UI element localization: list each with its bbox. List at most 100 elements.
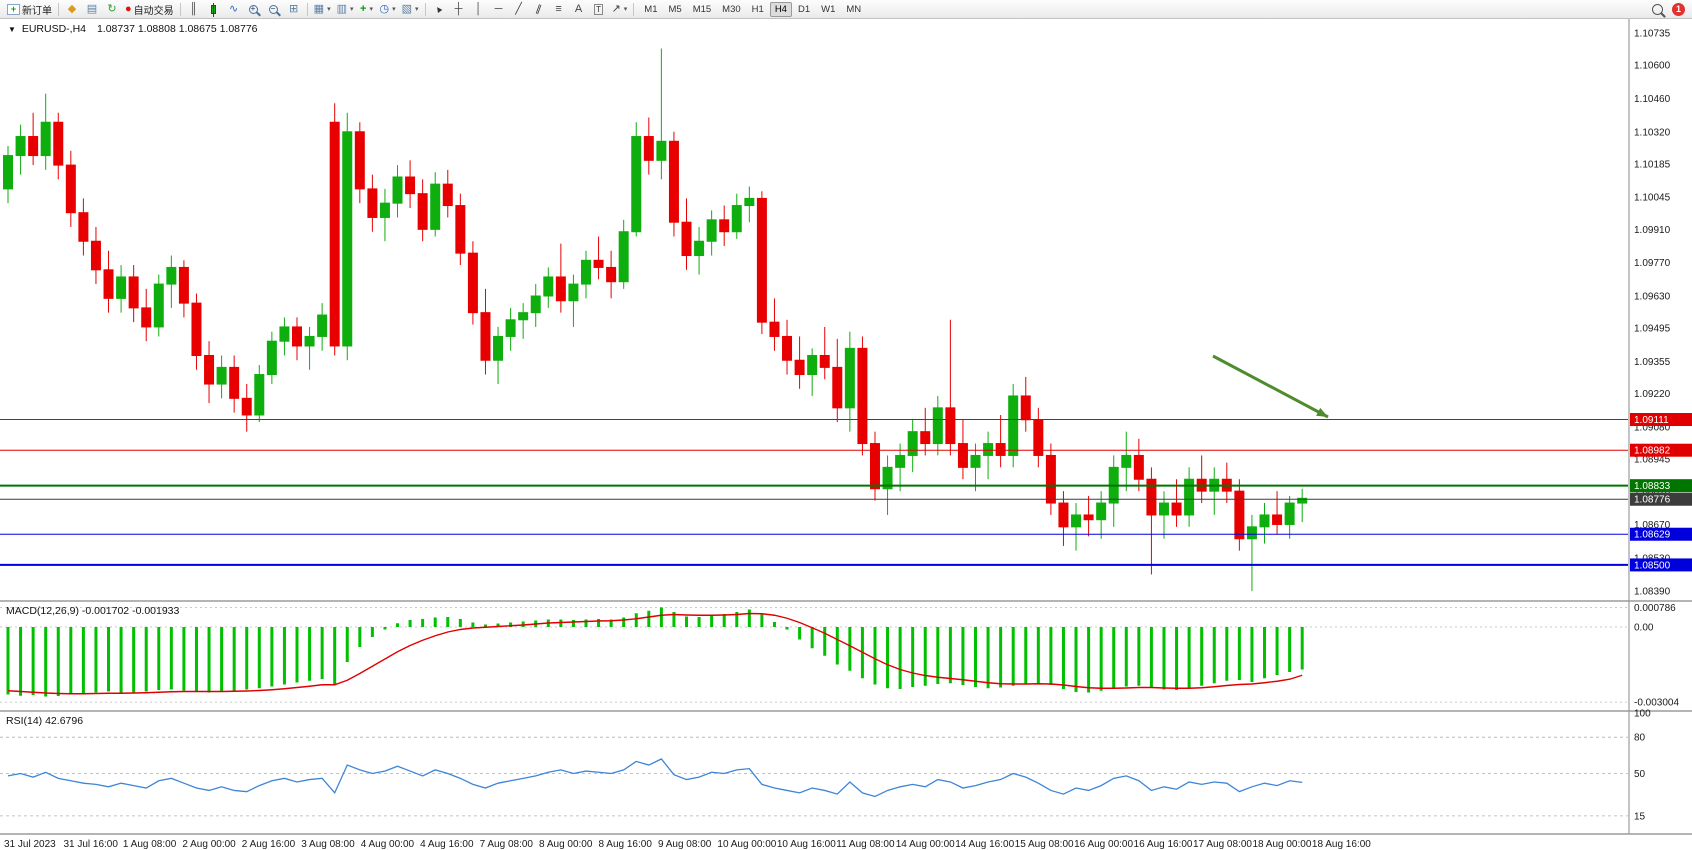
new-order-label: 新订单 (22, 5, 52, 17)
candle-body (266, 340, 277, 376)
candle-body (555, 276, 566, 302)
trend-arrow-annotation[interactable] (1212, 354, 1329, 419)
print-button[interactable]: ▤ (82, 1, 102, 18)
timeframe-m30-button[interactable]: M30 (722, 3, 741, 15)
notification-badge[interactable]: 1 (1672, 2, 1685, 16)
symbol-collapse-icon[interactable]: ▼ (8, 25, 16, 34)
timeframe-w1-button[interactable]: W1 (821, 3, 836, 15)
price-badge-label: 1.08833 (1634, 481, 1671, 492)
channel-button[interactable]: ∥ (529, 1, 549, 18)
svg-text:1.10045: 1.10045 (1634, 193, 1671, 204)
candle-body (430, 183, 441, 230)
timeframe-h1-button[interactable]: H1 (751, 3, 764, 15)
crosshair-button[interactable]: ┼ (449, 1, 469, 18)
svg-text:14 Aug 16:00: 14 Aug 16:00 (955, 839, 1014, 850)
fibonacci-button[interactable]: ≡ (549, 1, 569, 18)
toolbar-separator (179, 2, 181, 16)
candle-body (191, 302, 202, 356)
new-order-button[interactable]: + 新订单 (4, 1, 55, 18)
candle-body (417, 193, 428, 230)
candle-body (367, 188, 378, 218)
candle-body (493, 335, 504, 361)
candle-body (1297, 497, 1308, 504)
candle-body (995, 443, 1006, 456)
candle-body (480, 312, 491, 361)
refresh-button[interactable]: ↻ (102, 1, 122, 18)
timeframe-m5-button[interactable]: M5 (668, 3, 682, 15)
zoom-in-icon: + (249, 4, 259, 14)
candle-body (1096, 502, 1107, 521)
candle-body (229, 366, 240, 399)
candle-body (819, 354, 830, 368)
timeframe-mn-button[interactable]: MN (846, 3, 862, 15)
time-axis[interactable]: 31 Jul 2023 31 Jul 16:00 1 Aug 08:00 2 Aug … (4, 839, 1371, 850)
indicators-icon: + (360, 2, 367, 15)
text-tool-button[interactable]: A (569, 1, 589, 18)
candle-body (1045, 454, 1056, 504)
line-chart-icon: ∿ (229, 2, 239, 15)
trendline-button[interactable]: ╱ (509, 1, 529, 18)
zoom-out-button[interactable]: − (264, 1, 284, 18)
svg-text:7 Aug 08:00: 7 Aug 08:00 (480, 839, 534, 850)
candle-body (606, 266, 617, 283)
timeframe-d1-button[interactable]: D1 (797, 3, 811, 15)
line-chart-button[interactable]: ∿ (224, 1, 244, 18)
candle-body (832, 366, 843, 409)
svg-text:4 Aug 16:00: 4 Aug 16:00 (420, 839, 474, 850)
candle-body (769, 321, 780, 337)
channel-icon: ∥ (534, 2, 543, 16)
price-badge-label: 1.09111 (1634, 415, 1669, 426)
candle-body (505, 319, 516, 337)
toolbar-separator (306, 2, 308, 16)
candle-body (568, 283, 579, 302)
candle-body (983, 443, 994, 456)
svg-text:1.08945: 1.08945 (1634, 455, 1671, 466)
autotrading-button[interactable]: ● 自动交易 (122, 1, 177, 18)
metaeditor-button[interactable]: ◆ (62, 1, 82, 18)
candle-body (317, 314, 328, 337)
templates-button[interactable]: ▧ ▾ (399, 1, 422, 18)
trendline-icon: ╱ (515, 2, 522, 15)
periods-button[interactable]: ◷ ▾ (377, 1, 399, 18)
search-icon[interactable] (1652, 3, 1663, 15)
autotrading-label: 自动交易 (133, 5, 174, 17)
timeframe-m15-button[interactable]: M15 (692, 3, 712, 15)
candlestick-button[interactable] (204, 1, 224, 18)
svg-text:1.09910: 1.09910 (1634, 225, 1671, 236)
profiles-button[interactable]: ▥ ▾ (334, 1, 357, 18)
candle-body (405, 176, 416, 195)
price-badge (1630, 413, 1692, 427)
indicators-button[interactable]: + ▾ (357, 1, 377, 18)
zoom-in-button[interactable]: + (244, 1, 264, 18)
ohlc-values: 1.08737 1.08808 1.08675 1.08776 (96, 23, 258, 35)
candle-body (530, 295, 541, 314)
timeframe-m1-button[interactable]: M1 (644, 3, 658, 15)
candle-body (40, 121, 51, 157)
chevron-down-icon: ▾ (327, 6, 331, 13)
bar-chart-icon: ║ (189, 2, 198, 15)
svg-text:1.09495: 1.09495 (1634, 324, 1671, 335)
vertical-line-button[interactable]: │ (469, 1, 489, 18)
macd-signal-line (7, 612, 1303, 695)
candlestick-icon (211, 2, 217, 17)
candle-body (128, 276, 139, 309)
timeframe-h4-button[interactable]: H4 (769, 1, 792, 17)
candle-body (643, 136, 654, 161)
cursor-button[interactable]: ▲ (429, 1, 449, 18)
timeframe-toolbar: M1 M5 M15 M30 H1 H4 D1 W1 MN (639, 1, 866, 17)
svg-text:1.10600: 1.10600 (1634, 61, 1671, 72)
svg-text:1.09770: 1.09770 (1634, 258, 1671, 269)
horizontal-line-button[interactable]: ─ (489, 1, 509, 18)
svg-text:1.09080: 1.09080 (1634, 422, 1671, 433)
chart-background (0, 19, 1692, 850)
candle-body (580, 259, 591, 285)
bar-chart-button[interactable]: ║ (184, 1, 204, 18)
candle-body (882, 466, 893, 490)
candle-body (618, 231, 629, 283)
arrows-button[interactable]: ↗ ▾ (609, 1, 631, 18)
new-chart-button[interactable]: ▦ ▾ (311, 1, 334, 18)
text-label-button[interactable]: T (589, 1, 609, 18)
tile-windows-button[interactable]: ⊞ (284, 1, 304, 18)
toolbar: + 新订单 ◆ ▤ ↻ ● 自动交易 ║ ∿ + − ⊞ ▦ ▾ ▥ ▾ + ▾ ◷ ▾… (0, 0, 1692, 19)
